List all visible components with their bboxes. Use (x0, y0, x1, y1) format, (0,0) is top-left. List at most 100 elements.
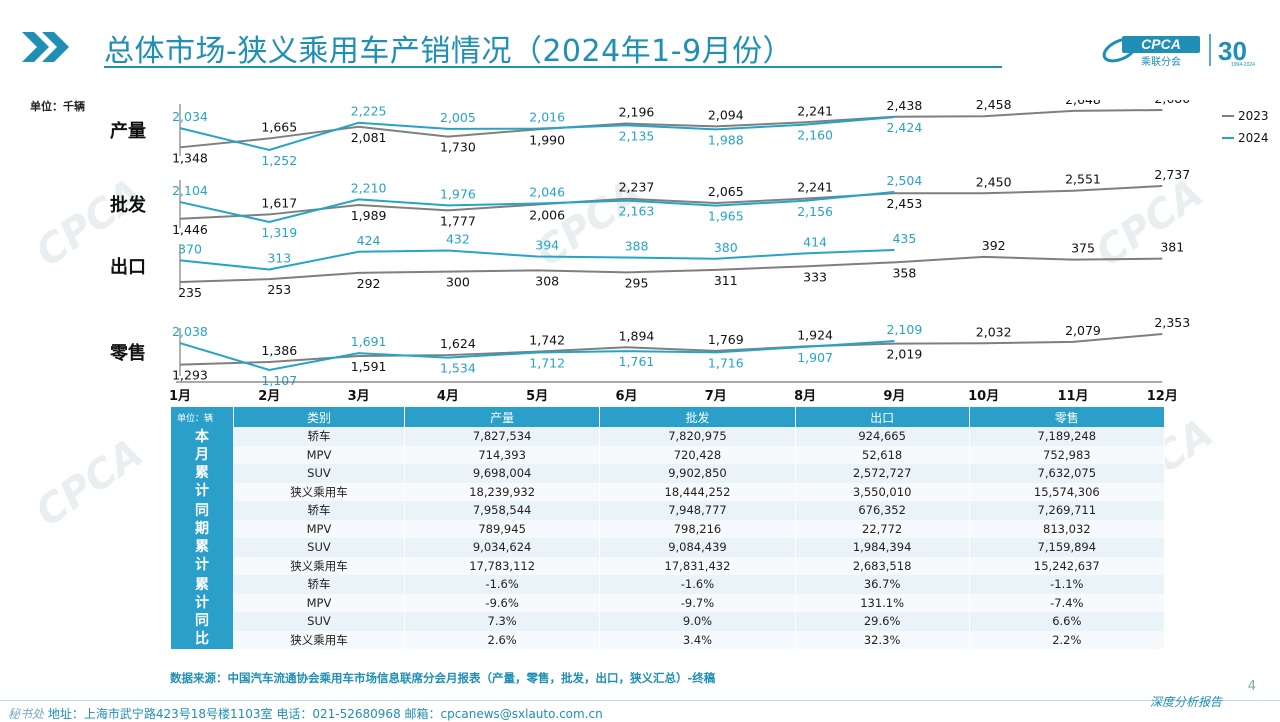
x-tick-label: 1月 (169, 389, 191, 404)
table-cell: -1.6% (599, 575, 796, 594)
data-label-2023: 2,450 (976, 174, 1012, 189)
table-header: 产量 (404, 407, 601, 427)
svg-text:CPCA: CPCA (1141, 36, 1181, 52)
data-label-2024: 2,424 (887, 120, 923, 135)
data-label-2023: 1,348 (172, 150, 208, 165)
table-cell: 29.6% (795, 612, 970, 631)
table-cell: 3,550,010 (795, 482, 970, 501)
data-label-2024: 1,252 (261, 153, 297, 168)
table-category-cell: MPV (233, 593, 405, 612)
table-cell: 714,393 (404, 445, 601, 464)
data-label-2023: 2,006 (529, 208, 565, 223)
table-cell: 17,831,432 (599, 556, 796, 575)
data-label-2023: 2,241 (797, 103, 833, 118)
x-tick-label: 3月 (348, 389, 370, 404)
x-tick-label: 5月 (526, 389, 548, 404)
data-label-2023: 358 (892, 265, 916, 280)
data-label-2023: 333 (803, 269, 827, 284)
table-cell: 15,242,637 (969, 556, 1166, 575)
table-unit: 单位：辆 (171, 407, 234, 427)
table-cell: -9.6% (404, 593, 601, 612)
table-cell: 7,269,711 (969, 501, 1166, 520)
data-label-2023: 2,019 (887, 347, 923, 362)
data-label-2024: 2,038 (172, 324, 208, 339)
title-underline (104, 66, 1002, 68)
data-label-2023: 1,617 (261, 195, 297, 210)
data-label-2024: 313 (267, 251, 291, 266)
svg-text:乘联分会: 乘联分会 (1141, 55, 1181, 68)
table-header: 批发 (599, 407, 796, 427)
data-label-2024: 1,319 (261, 225, 297, 240)
table-header: 出口 (795, 407, 970, 427)
x-tick-label: 6月 (615, 389, 637, 404)
legend-label: 2023 (1238, 109, 1269, 123)
panel-label: 批发 (110, 194, 147, 216)
table-category-cell: 轿车 (233, 427, 405, 446)
footer-phone: 电话：021-52680968 (276, 707, 401, 721)
data-label-2023: 1,894 (619, 328, 655, 343)
data-label-2023: 1,989 (351, 208, 387, 223)
table-cell: 7,159,894 (969, 538, 1166, 557)
table-cell: 7,632,075 (969, 464, 1166, 483)
x-tick-label: 2月 (258, 389, 280, 404)
data-label-2023: 2,032 (976, 324, 1012, 339)
table-cell: 131.1% (795, 593, 970, 612)
table-header: 类别 (233, 407, 405, 427)
data-label-2024: 2,156 (797, 204, 833, 219)
table-category-cell: SUV (233, 464, 405, 483)
data-label-2023: 253 (267, 282, 291, 297)
table-category-cell: SUV (233, 612, 405, 631)
data-label-2023: 2,551 (1065, 172, 1101, 187)
footer-address: 地址：上海市武宁路423号18号楼1103室 (47, 707, 273, 721)
data-label-2023: 1,624 (440, 336, 476, 351)
x-tick-label: 10月 (968, 389, 999, 404)
footer-divider (0, 700, 1280, 701)
table-cell: 2.2% (969, 630, 1166, 649)
table-cell: 2.6% (404, 630, 601, 649)
x-tick-label: 7月 (705, 389, 727, 404)
x-tick-label: 4月 (437, 389, 459, 404)
data-label-2023: 1,293 (172, 368, 208, 383)
report-label: 深度分析报告 (1149, 695, 1222, 709)
table-group-label: 本月累计 (171, 427, 234, 501)
data-label-2023: 381 (1160, 240, 1184, 255)
table-header-row: 单位：辆 类别 产量 批发 出口 零售 (171, 407, 1166, 427)
x-tick-label: 9月 (883, 389, 905, 404)
table-cell: 2,572,727 (795, 464, 970, 483)
table-cell: 7,948,777 (599, 501, 796, 520)
data-label-2023: 392 (982, 238, 1006, 253)
table-cell: 3.4% (599, 630, 796, 649)
table-cell: 798,216 (599, 519, 796, 538)
data-label-2023: 2,079 (1065, 323, 1101, 338)
data-label-2024: 414 (803, 234, 827, 249)
data-label-2024: 2,210 (351, 180, 387, 195)
data-label-2023: 2,737 (1154, 167, 1190, 182)
data-label-2024: 2,109 (887, 322, 923, 337)
data-label-2024: 1,534 (440, 361, 476, 376)
data-label-2023: 2,458 (976, 100, 1012, 112)
table-cell: 9,698,004 (404, 464, 601, 483)
table-cell: 52,618 (795, 445, 970, 464)
table-cell: -1.6% (404, 575, 601, 594)
table-category-cell: MPV (233, 519, 405, 538)
table-cell: 752,983 (969, 445, 1166, 464)
data-label-2024: 2,504 (887, 173, 923, 188)
data-label-2024: 424 (357, 233, 381, 248)
table-cell: 7,827,534 (404, 427, 601, 446)
data-label-2023: 1,924 (797, 327, 833, 342)
data-label-2024: 1,691 (351, 334, 387, 349)
table-group-label: 累计同比 (171, 575, 234, 649)
table-cell: 22,772 (795, 519, 970, 538)
x-tick-label: 12月 (1147, 389, 1178, 404)
data-label-2023: 1,446 (172, 222, 208, 237)
table-cell: 924,665 (795, 427, 970, 446)
data-label-2023: 1,730 (440, 140, 476, 155)
table-row: SUV 9,034,624 9,084,439 1,984,394 7,159,894 (171, 538, 1166, 557)
table-category-cell: 狭义乘用车 (233, 630, 405, 649)
panel-label: 出口 (110, 256, 146, 278)
table-row: MPV 714,393 720,428 52,618 752,983 (171, 445, 1166, 464)
table-row: 累计同比轿车 -1.6% -1.6% 36.7% -1.1% (171, 575, 1166, 649)
x-tick-label: 8月 (794, 389, 816, 404)
table-cell: 9.0% (599, 612, 796, 631)
table-cell: 6.6% (969, 612, 1166, 631)
